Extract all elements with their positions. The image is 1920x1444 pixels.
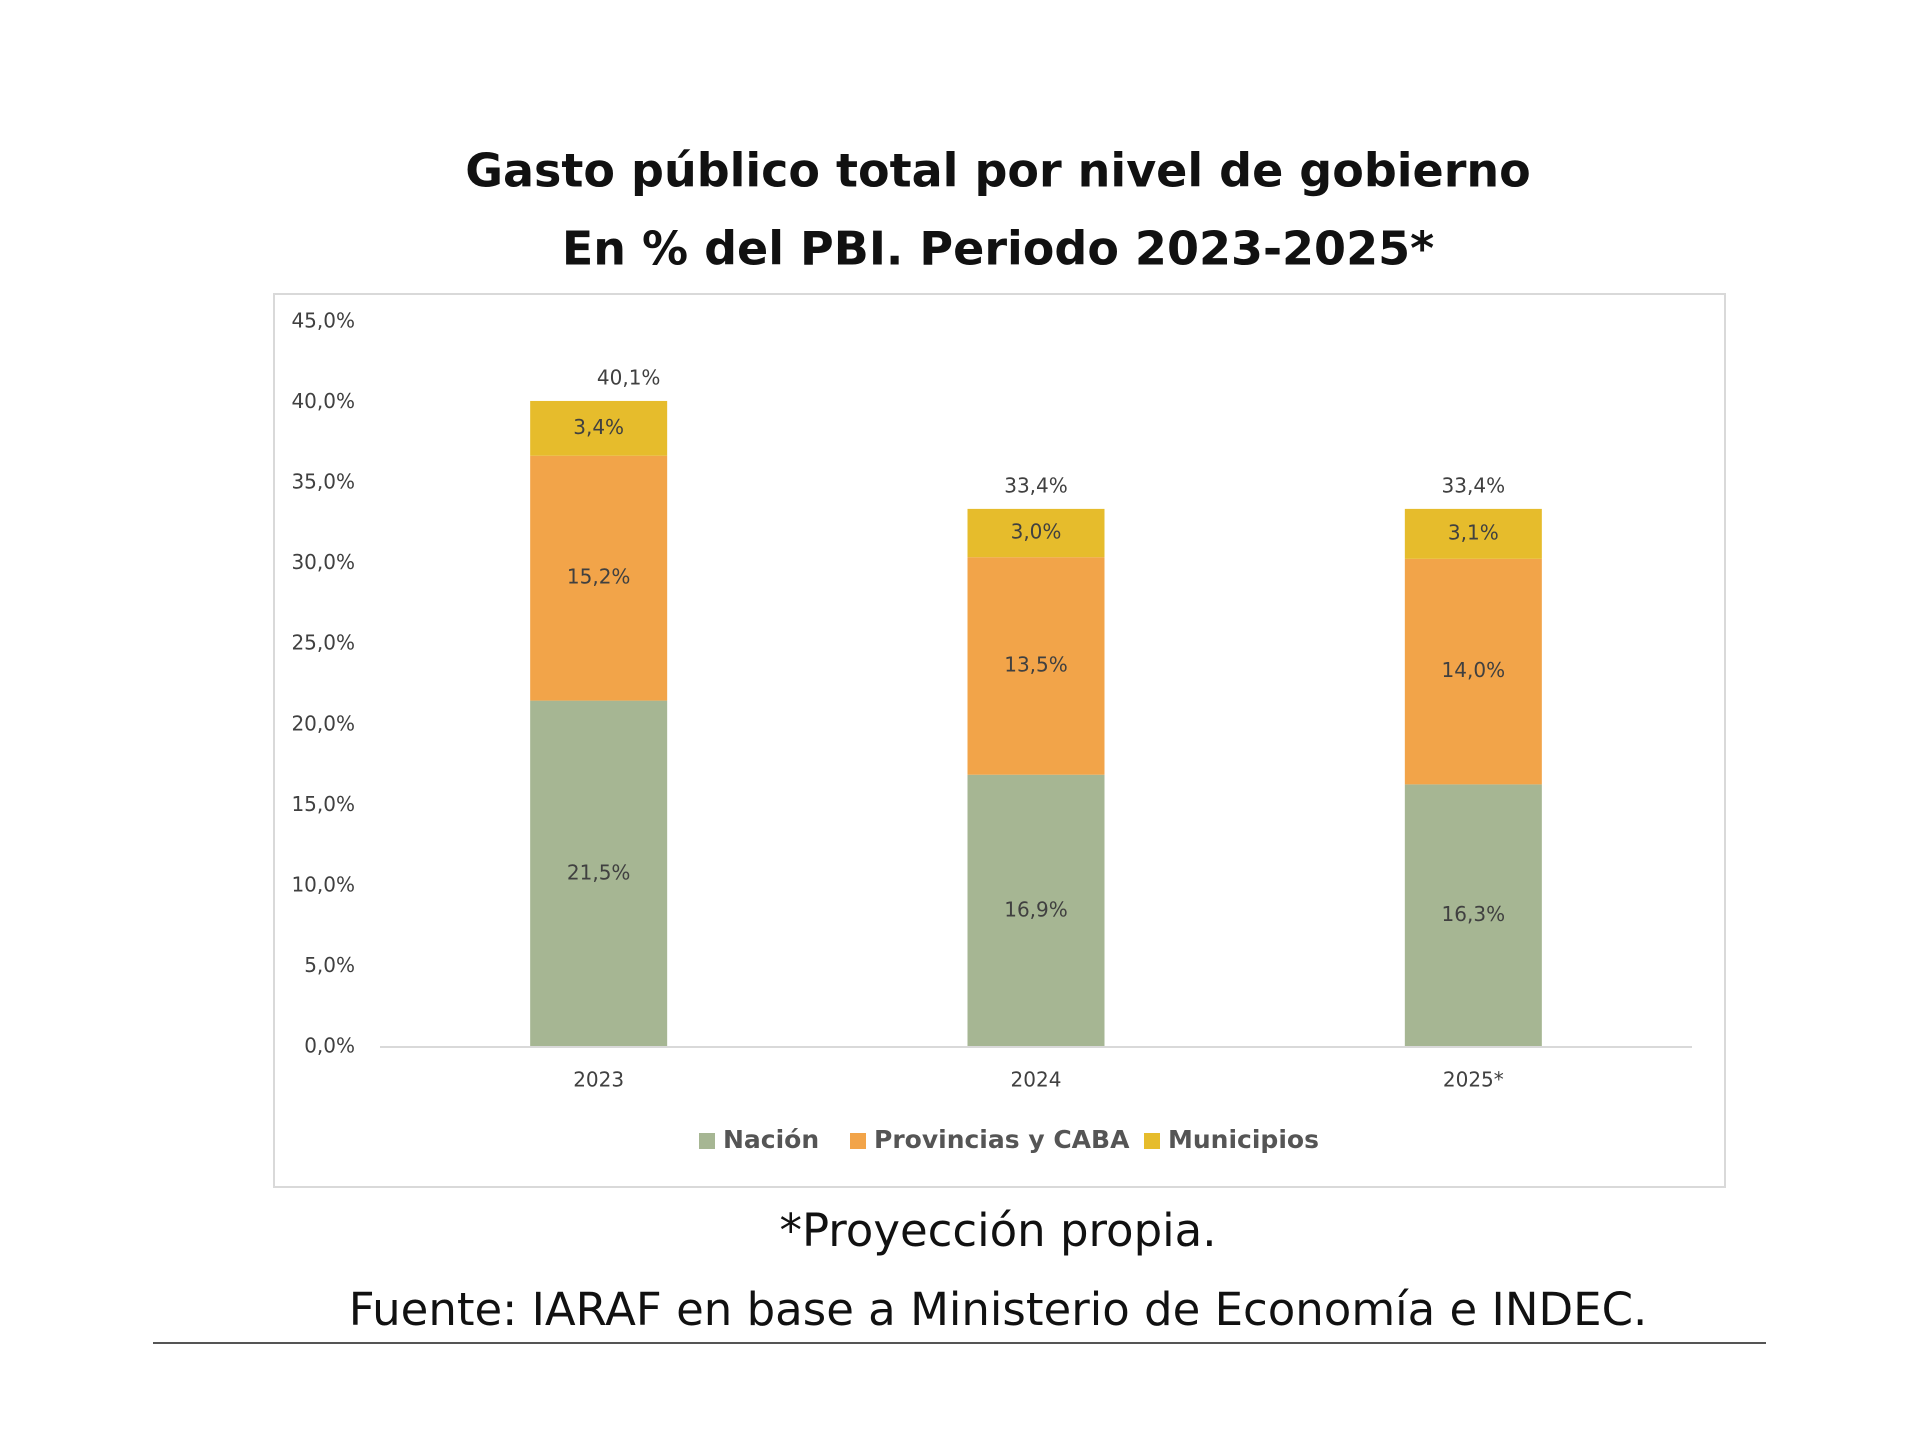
x-tick-label: 2024 (1011, 1068, 1062, 1092)
y-tick-label: 35,0% (291, 470, 355, 494)
y-tick-label: 40,0% (291, 389, 355, 413)
chart-title: Gasto público total por nivel de gobiern… (465, 144, 1531, 198)
bar-segment (530, 700, 668, 1047)
footnote: *Proyección propia. (779, 1204, 1216, 1257)
source: Fuente: IARAF en base a Ministerio de Ec… (349, 1283, 1648, 1336)
total-label: 40,1% (597, 365, 661, 389)
y-tick-label: 5,0% (304, 953, 355, 977)
value-label: 21,5% (567, 860, 631, 884)
value-label: 14,0% (1442, 658, 1506, 682)
y-tick-label: 30,0% (291, 550, 355, 574)
value-label: 13,5% (1004, 652, 1068, 676)
y-tick-label: 15,0% (291, 792, 355, 816)
value-label: 15,2% (567, 565, 631, 589)
x-tick-label: 2023 (573, 1068, 624, 1092)
total-label: 33,4% (1004, 473, 1068, 497)
legend-swatch (1144, 1133, 1160, 1149)
y-tick-label: 0,0% (304, 1034, 355, 1058)
x-tick-label: 2025* (1443, 1068, 1504, 1092)
legend-swatch (850, 1133, 866, 1149)
value-label: 3,1% (1448, 520, 1499, 544)
value-label: 3,0% (1011, 520, 1062, 544)
legend-swatch (699, 1133, 715, 1149)
bar-segment (1404, 784, 1542, 1047)
bar-segment (1404, 558, 1542, 785)
legend-label: Provincias y CABA (874, 1125, 1130, 1154)
bar-segment (967, 774, 1105, 1047)
bar-segment (1404, 508, 1542, 559)
bar-segment (530, 400, 668, 456)
value-label: 3,4% (573, 415, 624, 439)
value-label: 16,3% (1442, 902, 1506, 926)
y-tick-label: 20,0% (291, 711, 355, 735)
total-label: 33,4% (1442, 473, 1506, 497)
y-tick-label: 10,0% (291, 872, 355, 896)
y-tick-label: 45,0% (291, 309, 355, 333)
legend-label: Nación (723, 1125, 819, 1154)
bar-segment (967, 557, 1105, 775)
bar-segment (530, 455, 668, 701)
value-label: 16,9% (1004, 897, 1068, 921)
legend-label: Municipios (1168, 1125, 1319, 1154)
chart-subtitle: En % del PBI. Periodo 2023-2025* (562, 222, 1434, 276)
bar-segment (967, 508, 1105, 558)
y-tick-label: 25,0% (291, 631, 355, 655)
